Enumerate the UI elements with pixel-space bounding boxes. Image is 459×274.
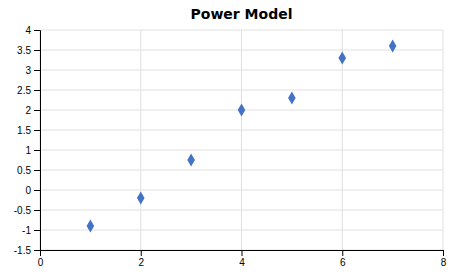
tick-label: 2 (138, 257, 144, 268)
tick-label: -1 (22, 225, 31, 236)
x-axis: 0 2 4 6 8 (38, 250, 447, 268)
tick-label: 2.5 (17, 85, 31, 96)
tick: 6 (340, 250, 346, 268)
tick-mark (141, 250, 142, 256)
tick-mark (34, 210, 40, 211)
tick-label: 4 (25, 25, 31, 36)
tick-label: 0 (38, 257, 44, 268)
grid-line (40, 130, 443, 131)
tick: 4 (25, 25, 40, 36)
grid-line (241, 30, 242, 250)
y-axis: -1.5 -1 -0.5 0 0.5 1 1.5 2 2.5 3 3.5 4 (14, 25, 41, 256)
tick: 2.5 (17, 85, 40, 96)
tick-label: 1.5 (17, 125, 31, 136)
points (87, 39, 397, 232)
tick-mark (34, 250, 40, 251)
tick: 8 (441, 250, 447, 268)
tick-mark (34, 50, 40, 51)
tick-label: 0 (25, 185, 31, 196)
tick-mark (34, 130, 40, 131)
grid-line (40, 170, 443, 171)
point (187, 153, 195, 166)
axis-line (34, 31, 41, 251)
grid-line (40, 70, 443, 71)
tick-label: 8 (441, 257, 447, 268)
tick: 0 (25, 185, 40, 196)
tick: 2 (25, 105, 40, 116)
chart: 0 2 4 6 8 -1.5 -1 -0.5 0 0.5 1 1.5 2 2.5 3 3.5 4 Power Mo… (0, 0, 459, 274)
tick-mark (34, 170, 40, 171)
tick: -1 (22, 225, 40, 236)
tick-label: -0.5 (14, 205, 32, 216)
tick-mark (443, 250, 444, 256)
point (238, 103, 246, 116)
tick-label: 2 (25, 105, 31, 116)
tick-mark (242, 250, 243, 256)
grid-line (40, 230, 443, 231)
tick-label: 1 (25, 145, 31, 156)
tick: -1.5 (14, 245, 40, 256)
tick-mark (34, 190, 40, 191)
grid (40, 30, 443, 250)
plot: 0 2 4 6 8 -1.5 -1 -0.5 0 0.5 1 1.5 2 2.5 3 3.5 4 (14, 25, 447, 268)
tick-mark (34, 230, 40, 231)
grid-line (40, 50, 443, 51)
grid-line (40, 190, 443, 191)
tick: 1.5 (17, 125, 40, 136)
grid-line (443, 30, 444, 250)
tick-mark (34, 30, 40, 31)
tick-label: 6 (340, 257, 346, 268)
tick-mark (34, 110, 40, 111)
tick-label: -1.5 (14, 245, 32, 256)
tick-label: 3 (25, 65, 31, 76)
tick: 4 (239, 250, 245, 268)
title: Power Model (191, 6, 293, 22)
tick: 1 (25, 145, 40, 156)
tick-mark (34, 150, 40, 151)
point (137, 191, 145, 204)
tick: 3.5 (17, 45, 40, 56)
point (87, 219, 95, 232)
grid-line (140, 30, 141, 250)
grid-line (40, 150, 443, 151)
tick: -0.5 (14, 205, 40, 216)
tick-label: 0.5 (17, 165, 31, 176)
grid-line (40, 210, 443, 211)
tick-label: 3.5 (17, 45, 31, 56)
tick-label: 4 (239, 257, 245, 268)
axis-line (41, 251, 444, 257)
tick: 0.5 (17, 165, 40, 176)
tick-mark (34, 70, 40, 71)
tick: 3 (25, 65, 40, 76)
tick-mark (34, 90, 40, 91)
grid-line (40, 90, 443, 91)
tick-mark (342, 250, 343, 256)
grid-line (40, 30, 443, 31)
point (389, 39, 397, 52)
point (338, 51, 346, 64)
point (288, 91, 296, 104)
tick: 0 (38, 250, 44, 268)
tick: 2 (138, 250, 144, 268)
